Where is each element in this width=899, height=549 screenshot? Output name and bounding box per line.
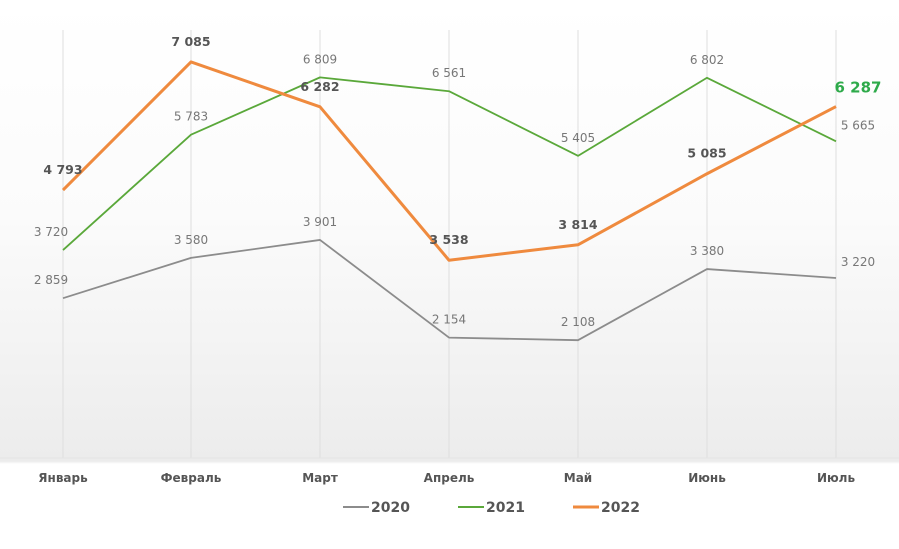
data-label-2022: 7 085 xyxy=(171,34,210,49)
data-label-2020: 3 380 xyxy=(690,244,724,258)
data-label-2021: 5 665 xyxy=(841,118,875,132)
data-label-2022: 6 282 xyxy=(300,79,339,94)
series-line-2020 xyxy=(62,239,837,342)
x-tick-label: Февраль xyxy=(161,471,222,485)
data-label-2021: 3 720 xyxy=(34,225,68,239)
legend-label-2020: 2020 xyxy=(371,500,410,516)
data-label-2020: 2 859 xyxy=(34,273,68,287)
data-label-2020: 3 901 xyxy=(303,215,337,229)
series-line-2022 xyxy=(61,60,837,262)
x-tick-label: Июнь xyxy=(688,471,726,485)
data-label-2021: 5 405 xyxy=(561,131,595,145)
data-label-2020: 2 108 xyxy=(561,315,595,329)
x-tick-label: Май xyxy=(564,471,592,485)
data-label-2021: 6 561 xyxy=(432,66,466,80)
x-tick-label: Январь xyxy=(38,471,88,485)
series-line-2021 xyxy=(62,76,837,251)
data-label-2020: 3 580 xyxy=(174,233,208,247)
legend-label-2022: 2022 xyxy=(601,500,640,516)
data-label-2022: 6 287 xyxy=(835,79,882,97)
legend-label-2021: 2021 xyxy=(486,500,525,516)
data-label-2022: 3 538 xyxy=(429,232,468,247)
data-label-2022: 4 793 xyxy=(43,162,82,177)
x-tick-label: Март xyxy=(302,471,338,485)
data-label-2021: 6 802 xyxy=(690,53,724,67)
data-label-2021: 5 783 xyxy=(174,110,208,124)
data-label-2021: 6 809 xyxy=(303,52,337,66)
data-label-2022: 5 085 xyxy=(687,146,726,161)
data-label-2020: 2 154 xyxy=(432,313,466,327)
x-tick-label: Апрель xyxy=(424,471,475,485)
x-tick-label: Июль xyxy=(817,471,855,485)
data-label-2022: 3 814 xyxy=(558,217,597,232)
data-label-2020: 3 220 xyxy=(841,255,875,269)
